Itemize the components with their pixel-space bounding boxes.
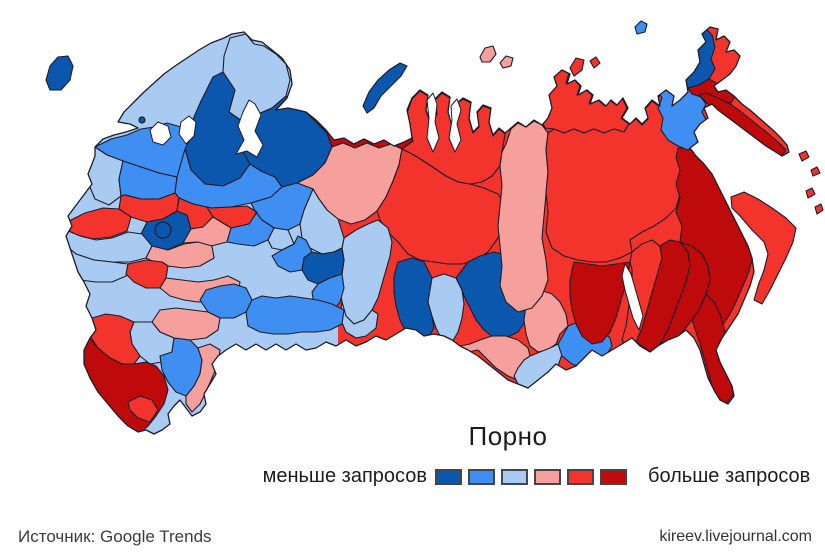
island-kuril-2 [810, 166, 821, 177]
city-marker-st-petersburg [138, 116, 146, 124]
island-kuril-4 [814, 203, 824, 215]
legend-swatch-1 [435, 469, 462, 485]
water-white-sea [235, 99, 264, 158]
map-region-kurgan [339, 301, 379, 339]
island-kuril-1 [798, 150, 810, 162]
map-region-kemerovo [523, 289, 569, 353]
map-region-krasnoyarsk [497, 120, 549, 313]
city-marker-moscow-city [154, 221, 172, 239]
legend-swatch-5 [567, 469, 594, 485]
map-region-koryak [687, 78, 737, 104]
island-sakhalin [730, 191, 797, 305]
legend-swatch-6 [600, 469, 627, 485]
map-region-orenburg [245, 295, 345, 335]
legend-label-more: больше запросов [648, 465, 811, 487]
island-novaya-zemlya [362, 62, 408, 114]
source-note: Источник: Google Trends [18, 527, 212, 546]
legend-swatch-3 [501, 469, 528, 485]
map-region-astrakhan [185, 343, 221, 413]
map-region-chukotka [647, 27, 716, 89]
legend-swatch-2 [468, 469, 495, 485]
island-severnaya-zemlya-b [589, 56, 601, 69]
water-lake-ladoga [149, 121, 172, 146]
water-lake-onega [178, 115, 197, 145]
island-wrangel [634, 20, 648, 35]
map-region-rostov-krasnodar [87, 313, 141, 365]
map-regions-layer [66, 27, 789, 434]
map-region-irkutsk [569, 261, 631, 345]
legend-swatches [435, 469, 627, 485]
water-ob-gulf-east [448, 98, 462, 153]
water-lake-baikal [621, 263, 644, 331]
island-kaliningrad [45, 55, 74, 91]
island-arctic-isle-a [479, 45, 497, 63]
island-arctic-isle-b [499, 55, 514, 69]
water-ob-gulf-west [426, 92, 440, 153]
map-region-chechnya-ossetia [127, 395, 159, 423]
site-credit: kireev.livejournal.com [659, 528, 812, 545]
map-region-tyumen-omsk [393, 257, 435, 341]
map-title: Порно [468, 421, 548, 451]
legend-label-less: меньше запросов [262, 465, 427, 487]
island-kuril-3 [805, 187, 816, 199]
map-region-kamchatka [698, 92, 787, 158]
legend-swatch-4 [534, 469, 561, 485]
island-severnaya-zemlya-a [569, 57, 585, 77]
